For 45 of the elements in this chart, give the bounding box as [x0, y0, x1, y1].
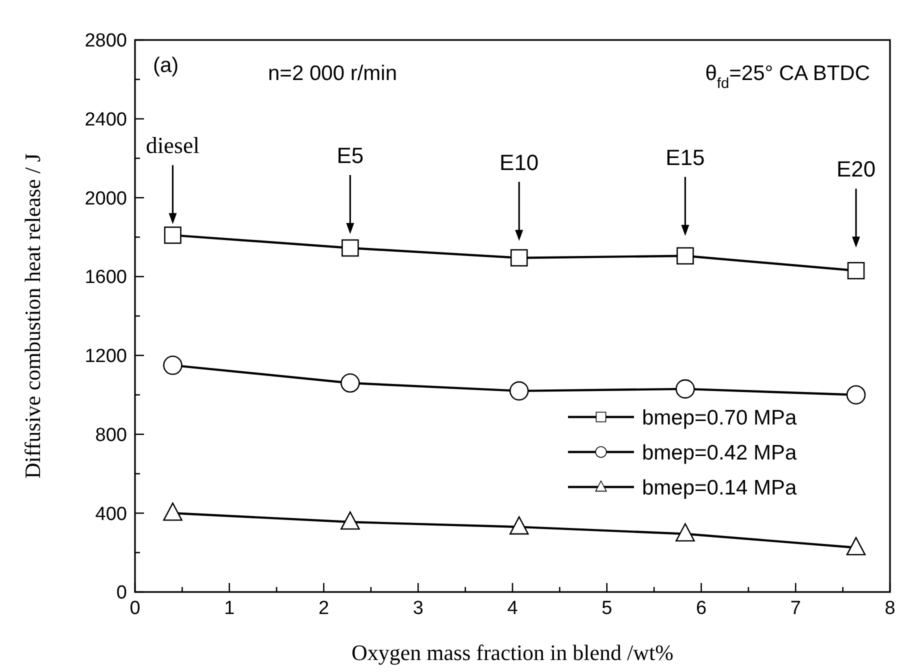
annotation: n=2 000 r/min	[268, 62, 397, 85]
y-tick-label: 800	[95, 424, 127, 446]
y-tick-label: 1600	[84, 267, 127, 288]
x-axis-title: Oxygen mass fraction in blend /wt%	[352, 640, 674, 665]
y-tick-label: 2800	[84, 30, 127, 52]
y-tick-label: 2000	[84, 188, 127, 210]
x-tick-label: 8	[884, 598, 896, 619]
point	[163, 502, 182, 521]
point	[340, 511, 360, 530]
point	[509, 381, 529, 401]
annotation: E10	[500, 150, 539, 175]
y-tick-label: 0	[116, 582, 127, 604]
annotation: (a)	[153, 54, 179, 77]
point	[163, 356, 182, 375]
x-tick-label: 7	[790, 598, 801, 619]
annotation: θ$_{fd}$=25° CA BTDC	[705, 62, 870, 92]
x-tick-label: 6	[696, 598, 707, 619]
point	[676, 379, 695, 399]
point	[510, 249, 528, 266]
x-tick-label: 3	[412, 598, 424, 619]
legend-label: bmep=0.70 MPa	[642, 406, 797, 430]
point	[676, 523, 695, 542]
y-axis-title: Diffusive combustion heat release / J	[20, 152, 45, 479]
point	[342, 239, 359, 257]
annotation: E15	[666, 144, 705, 170]
point	[509, 516, 529, 535]
point	[164, 226, 182, 244]
x-tick-label: 4	[507, 598, 518, 619]
point	[846, 385, 866, 405]
legend-label: bmep=0.42 MPa	[642, 441, 797, 464]
annotation: E5	[336, 142, 364, 168]
annotation: diesel	[146, 133, 200, 158]
point	[846, 536, 866, 556]
y-tick-label: 2400	[84, 110, 127, 131]
annotation: E20	[836, 156, 876, 182]
point	[340, 373, 360, 393]
x-tick-label: 5	[602, 598, 612, 619]
y-tick-label: 1200	[84, 346, 127, 368]
y-tick-label: 400	[95, 504, 127, 525]
x-tick-label: 0	[130, 598, 140, 619]
point	[847, 262, 865, 280]
x-tick-label: 2	[318, 598, 330, 619]
point	[676, 247, 694, 265]
x-tick-label: 1	[224, 598, 235, 619]
legend-label: bmep=0.14 MPa	[642, 476, 797, 500]
